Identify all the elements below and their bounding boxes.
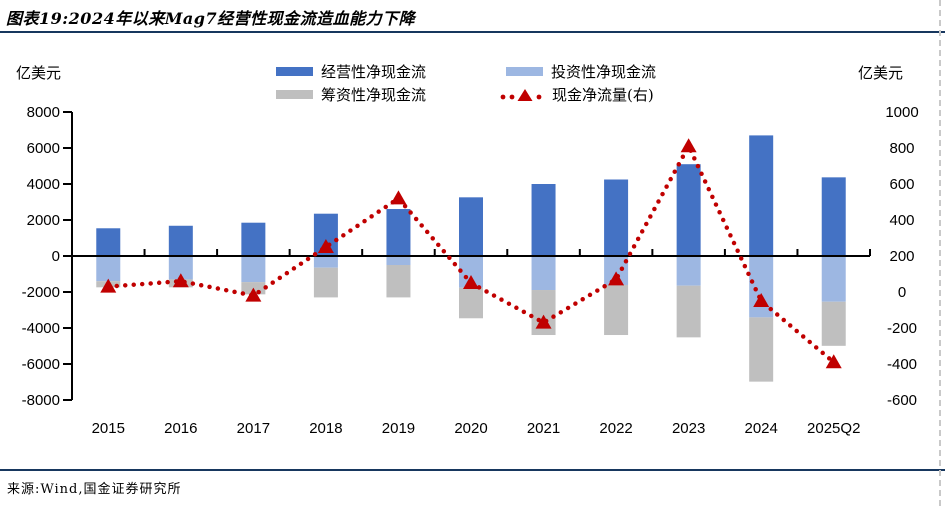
x-axis-label: 2022 bbox=[599, 420, 632, 437]
net-cash-marker-2016 bbox=[172, 273, 189, 288]
right-axis-tick-label: -200 bbox=[887, 320, 917, 337]
x-axis-label: 2024 bbox=[744, 420, 777, 437]
bar-segment-operating-2017 bbox=[241, 222, 266, 256]
right-axis-tick-label: -600 bbox=[887, 392, 917, 409]
net-cash-marker-2018 bbox=[317, 239, 334, 253]
bar-segment-investing-2025Q2 bbox=[821, 256, 846, 302]
bar-segment-investing-2017 bbox=[241, 256, 266, 283]
x-axis-label: 2023 bbox=[672, 420, 705, 437]
x-axis-label: 2016 bbox=[164, 420, 197, 437]
bar-segment-operating-2019 bbox=[386, 209, 411, 256]
bar-segment-investing-2018 bbox=[313, 256, 338, 268]
bar-segment-operating-2024 bbox=[749, 135, 774, 256]
left-axis-tick-label: 0 bbox=[52, 248, 60, 265]
left-axis-tick-label: -8000 bbox=[22, 392, 60, 409]
right-axis-tick-label: 200 bbox=[889, 248, 914, 265]
legend-item-investing: 投资性净现金流 bbox=[506, 61, 656, 82]
bar-segment-operating-2025Q2 bbox=[821, 177, 846, 256]
left-axis-tick-label: -4000 bbox=[22, 320, 60, 337]
bar-segment-financing-2019 bbox=[386, 265, 411, 298]
legend-swatch-financing-icon bbox=[276, 90, 313, 99]
left-axis-tick-label: -2000 bbox=[22, 284, 60, 301]
net-cash-marker-2020 bbox=[463, 275, 479, 289]
x-axis-label: 2015 bbox=[92, 420, 125, 437]
x-axis-label: 2018 bbox=[309, 420, 342, 437]
legend-swatch-operating-icon bbox=[276, 67, 313, 76]
figure-title: 图表19:2024年以来Mag7经营性现金流造血能力下降 bbox=[6, 9, 416, 28]
footer-divider bbox=[0, 469, 945, 471]
bar-segment-investing-2024 bbox=[749, 256, 774, 318]
left-axis-tick-label: 4000 bbox=[27, 176, 60, 193]
bar-segment-financing-2020 bbox=[459, 287, 483, 319]
right-axis-tick-label: 600 bbox=[889, 176, 914, 193]
right-axis-unit: 亿美元 bbox=[858, 64, 904, 82]
bar-segment-financing-2022 bbox=[604, 284, 629, 336]
right-axis-tick-label: 800 bbox=[889, 140, 914, 157]
left-axis-unit: 亿美元 bbox=[16, 64, 62, 82]
net-cash-marker-2021 bbox=[535, 314, 552, 329]
net-cash-marker-2023 bbox=[680, 138, 697, 153]
title-divider bbox=[0, 31, 945, 33]
bar-segment-financing-2024 bbox=[749, 317, 774, 382]
bar-segment-financing-2025Q2 bbox=[821, 301, 846, 346]
legend-label-operating: 经营性净现金流 bbox=[321, 63, 427, 81]
legend-item-financing: 筹资性净现金流 bbox=[276, 84, 426, 105]
bar-segment-investing-2023 bbox=[676, 256, 701, 286]
legend-item-net-cash-line: 现金净流量(右) bbox=[498, 84, 654, 105]
left-axis-tick-label: 8000 bbox=[27, 104, 60, 121]
bar-segment-investing-2021 bbox=[531, 256, 556, 291]
bar-segment-operating-2020 bbox=[459, 197, 483, 256]
bar-segment-financing-2018 bbox=[313, 267, 338, 298]
source-note: 来源:Wind,国金证券研究所 bbox=[7, 482, 182, 497]
bar-segment-investing-2015 bbox=[96, 256, 121, 282]
net-cash-marker-2015 bbox=[100, 278, 117, 293]
x-axis-label: 2025Q2 bbox=[807, 420, 860, 437]
right-axis-tick-label: 1000 bbox=[885, 104, 918, 121]
net-cash-marker-2017 bbox=[245, 287, 262, 302]
net-cash-marker-2024 bbox=[753, 293, 770, 307]
net-cash-marker-2022 bbox=[608, 271, 625, 286]
bar-segment-financing-2023 bbox=[676, 285, 701, 338]
dotted-line-triangle-icon bbox=[500, 88, 542, 101]
bar-segment-operating-2015 bbox=[96, 228, 121, 256]
right-axis-tick-label: 0 bbox=[898, 284, 906, 301]
x-axis-label: 2020 bbox=[454, 420, 487, 437]
bar-segment-investing-2019 bbox=[386, 256, 411, 265]
page-edge-dashed-border bbox=[939, 0, 941, 506]
bar-segment-investing-2016 bbox=[168, 256, 193, 280]
bar-segment-operating-2016 bbox=[168, 225, 193, 256]
bar-segment-operating-2021 bbox=[531, 184, 556, 256]
net-cash-marker-2025Q2 bbox=[825, 354, 842, 369]
left-axis-tick-label: -6000 bbox=[22, 356, 60, 373]
bar-segment-operating-2022 bbox=[604, 179, 629, 256]
right-axis-tick-label: 400 bbox=[889, 212, 914, 229]
left-axis-tick-label: 2000 bbox=[27, 212, 60, 229]
bar-segment-operating-2023 bbox=[676, 164, 701, 256]
x-axis-label: 2021 bbox=[527, 420, 560, 437]
legend-label-financing: 筹资性净现金流 bbox=[321, 86, 427, 104]
legend-item-operating: 经营性净现金流 bbox=[276, 61, 426, 82]
right-axis-tick-label: -400 bbox=[887, 356, 917, 373]
net-cash-marker-2019 bbox=[390, 190, 407, 205]
x-axis-label: 2019 bbox=[382, 420, 415, 437]
legend-label-investing: 投资性净现金流 bbox=[551, 63, 657, 81]
left-axis-tick-label: 6000 bbox=[27, 140, 60, 157]
legend-swatch-investing-icon bbox=[506, 67, 543, 76]
x-axis-label: 2017 bbox=[237, 420, 270, 437]
legend-label-net-cash: 现金净流量(右) bbox=[552, 86, 654, 104]
